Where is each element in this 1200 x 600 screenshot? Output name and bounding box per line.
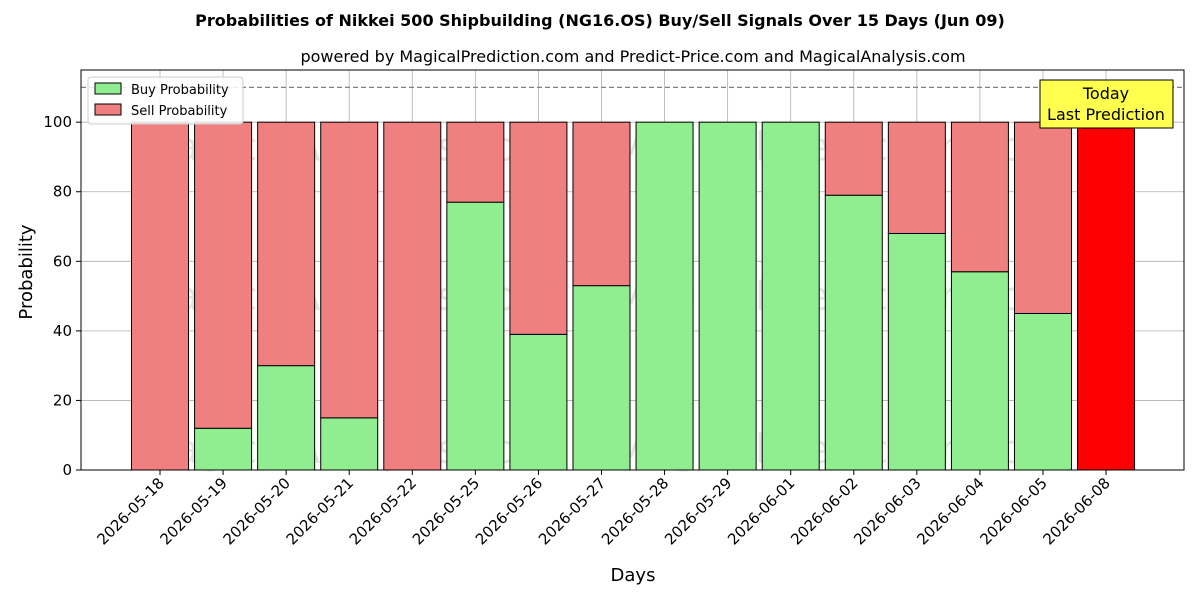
bar-sell (950, 121, 1009, 273)
y-tick-label: 20 (53, 391, 72, 409)
bar-buy (761, 121, 820, 471)
bar-sell (257, 121, 316, 367)
y-tick-label: 80 (53, 183, 72, 201)
bar-sell (446, 121, 505, 203)
bar-buy (635, 121, 694, 471)
annotation-line-2: Last Prediction (1047, 105, 1165, 124)
legend-label-sell: Sell Probability (131, 104, 228, 119)
x-ticks: 2026-05-182026-05-192026-05-202026-05-21… (93, 470, 1114, 548)
bar-sell (824, 121, 883, 196)
y-tick-label: 0 (62, 461, 72, 479)
bar-sell (509, 121, 568, 335)
bar-buy (509, 333, 568, 471)
plot-frame (80, 69, 1185, 471)
bar-buy (572, 285, 631, 471)
bars-layer (131, 121, 1136, 471)
x-tick-label: 2026-06-08 (1039, 474, 1113, 548)
chart-subtitle: powered by MagicalPrediction.com and Pre… (300, 47, 965, 66)
x-tick-label: 2026-05-21 (283, 474, 357, 548)
legend-label-buy: Buy Probability (131, 83, 229, 98)
x-tick-label: 2026-06-04 (913, 474, 987, 548)
x-tick-label: 2026-06-05 (976, 474, 1050, 548)
bar-buy (194, 427, 253, 471)
bar-sell (1013, 121, 1072, 314)
bar-sell (572, 121, 631, 287)
x-tick-label: 2026-05-22 (346, 474, 420, 548)
bar-sell (383, 121, 442, 471)
x-tick-label: 2026-05-25 (409, 474, 483, 548)
x-tick-label: 2026-06-01 (724, 474, 798, 548)
bar-buy (950, 271, 1009, 471)
bar-buy (257, 365, 316, 471)
bar-sell (320, 121, 379, 419)
bar-sell (887, 121, 946, 234)
legend-swatch-buy (94, 82, 122, 95)
y-ticks: 0 20 40 60 80 100 (43, 113, 81, 479)
bar-sell (131, 121, 189, 471)
x-tick-label: 2026-05-19 (157, 474, 231, 548)
x-tick-label: 2026-05-28 (598, 474, 672, 548)
annotation-box (1039, 79, 1174, 129)
x-tick-label: 2026-05-26 (472, 474, 546, 548)
x-tick-label: 2026-06-03 (850, 474, 924, 548)
today-annotation: Today Last Prediction (1039, 79, 1174, 129)
bar-sell-today (1077, 121, 1136, 471)
legend-box (87, 76, 244, 125)
x-tick-label: 2026-05-27 (535, 474, 609, 548)
x-tick-label: 2026-05-29 (661, 474, 735, 548)
bar-buy (887, 232, 946, 471)
y-tick-label: 60 (53, 252, 72, 270)
annotation-line-1: Today (1082, 84, 1129, 103)
bar-sell (194, 121, 253, 429)
x-axis-label: Days (611, 565, 656, 586)
bar-buy (824, 194, 883, 471)
x-tick-label: 2026-05-20 (220, 474, 294, 548)
bar-buy (320, 417, 379, 471)
y-tick-label: 100 (43, 113, 72, 131)
legend: Buy Probability Sell Probability (87, 76, 244, 125)
x-tick-label: 2026-06-02 (787, 474, 861, 548)
x-tick-label: 2026-05-18 (93, 474, 167, 548)
bar-buy (698, 121, 757, 471)
y-axis-label: Probability (16, 224, 37, 319)
legend-swatch-sell (94, 103, 122, 116)
y-tick-label: 40 (53, 322, 72, 340)
chart-title: Probabilities of Nikkei 500 Shipbuilding… (195, 11, 1005, 30)
bar-buy (446, 201, 505, 471)
bar-buy (1013, 312, 1072, 471)
